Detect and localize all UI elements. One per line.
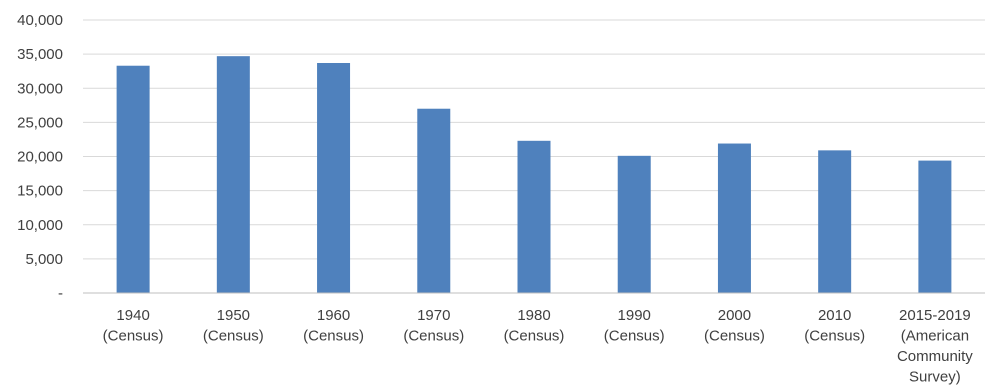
- bar: [116, 65, 150, 293]
- x-tick-label: 1980 (Census): [504, 307, 565, 345]
- y-tick-label: 40,000: [17, 12, 63, 29]
- x-tick-label: 1940 (Census): [103, 307, 164, 345]
- x-tick-label: 2010 (Census): [804, 307, 865, 345]
- bar: [517, 140, 551, 293]
- y-tick-label: -: [58, 285, 63, 302]
- y-tick-label: 30,000: [17, 80, 63, 97]
- bars: [116, 56, 952, 294]
- x-tick-label: 1970 (Census): [403, 307, 464, 345]
- bar: [717, 143, 751, 293]
- bar: [617, 155, 651, 293]
- bar: [216, 56, 250, 293]
- bar: [417, 108, 451, 293]
- y-tick-label: 10,000: [17, 217, 63, 234]
- y-axis-tick-labels: - 5,000 10,000 15,000 20,000 25,000 30,000 35,0…: [17, 12, 63, 302]
- x-tick-label: 1960 (Census): [303, 307, 364, 345]
- y-tick-label: 15,000: [17, 183, 63, 200]
- y-tick-label: 35,000: [17, 46, 63, 63]
- y-tick-label: 5,000: [25, 251, 63, 268]
- x-tick-label: 2015-2019 (American Community Survey): [897, 307, 973, 386]
- x-axis-tick-labels: 1940 (Census) 1950 (Census) 1960 (Census) 1970…: [103, 307, 974, 386]
- y-tick-label: 25,000: [17, 114, 63, 131]
- bar: [818, 150, 852, 293]
- x-tick-label: 2000 (Census): [704, 307, 765, 345]
- x-tick-label: 1990 (Census): [604, 307, 665, 345]
- y-tick-label: 20,000: [17, 149, 63, 166]
- x-tick-label: 1950 (Census): [203, 307, 264, 345]
- bar: [918, 160, 952, 293]
- bar: [317, 62, 351, 294]
